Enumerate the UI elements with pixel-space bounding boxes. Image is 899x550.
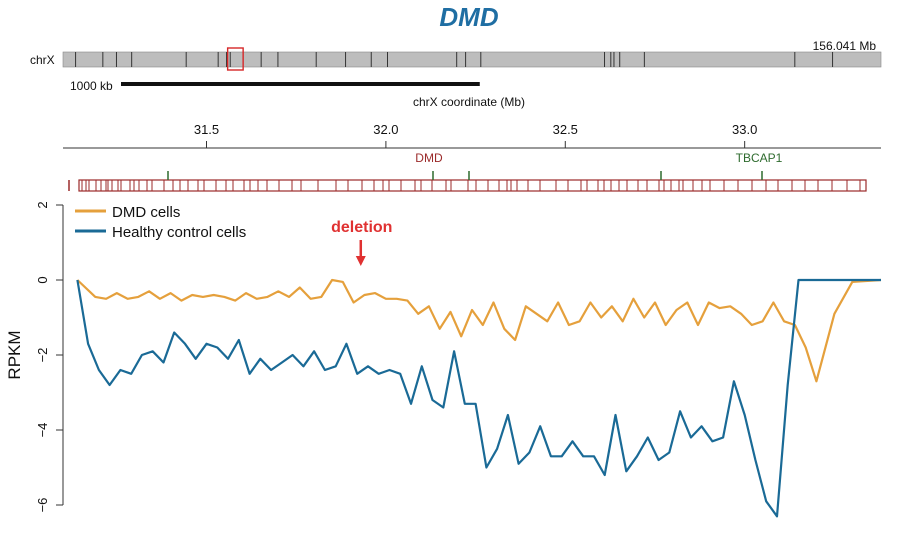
coord-axis-ticks: 31.5 32.0 32.5 33.0 xyxy=(194,122,757,148)
x-tick-label: 33.0 xyxy=(732,122,757,137)
series-line-dmd xyxy=(76,278,882,383)
x-tick-label: 32.5 xyxy=(553,122,578,137)
coord-axis-label: chrX coordinate (Mb) xyxy=(413,95,525,109)
gene-label-tbcap1: TBCAP1 xyxy=(736,151,783,165)
chromosome-ideogram xyxy=(62,51,882,68)
chrom-length-label: 156.041 Mb xyxy=(813,39,877,53)
gene-track xyxy=(68,171,867,192)
y-axis-ticks: 2 0 −2 −4 −6 xyxy=(35,201,63,512)
legend: DMD cells Healthy control cells xyxy=(75,204,246,241)
y-tick-label: −4 xyxy=(35,423,50,438)
deletion-annotation: deletion xyxy=(331,219,392,266)
legend-label-healthy: Healthy control cells xyxy=(112,224,246,241)
chrom-label: chrX xyxy=(30,53,55,67)
series-line-healthy xyxy=(76,278,881,518)
ideogram-bands xyxy=(75,52,834,67)
y-axis-label: RPKM xyxy=(5,330,24,379)
x-tick-label: 32.0 xyxy=(373,122,398,137)
gene-track-box xyxy=(78,179,867,192)
y-tick-label: −2 xyxy=(35,348,50,363)
gene-label-dmd: DMD xyxy=(415,151,443,165)
y-tick-label: 0 xyxy=(35,276,50,283)
series-lines xyxy=(76,278,882,518)
y-tick-label: 2 xyxy=(35,201,50,208)
gene-labels: DMD TBCAP1 xyxy=(415,151,782,165)
scale-bar-label: 1000 kb xyxy=(70,79,113,93)
x-tick-label: 31.5 xyxy=(194,122,219,137)
deletion-label: deletion xyxy=(331,219,392,236)
y-tick-label: −6 xyxy=(35,498,50,513)
deletion-arrow-icon xyxy=(355,256,366,266)
ideogram-region-highlight xyxy=(226,47,244,71)
gene-title: DMD xyxy=(439,2,498,32)
legend-label-dmd: DMD cells xyxy=(112,204,180,221)
